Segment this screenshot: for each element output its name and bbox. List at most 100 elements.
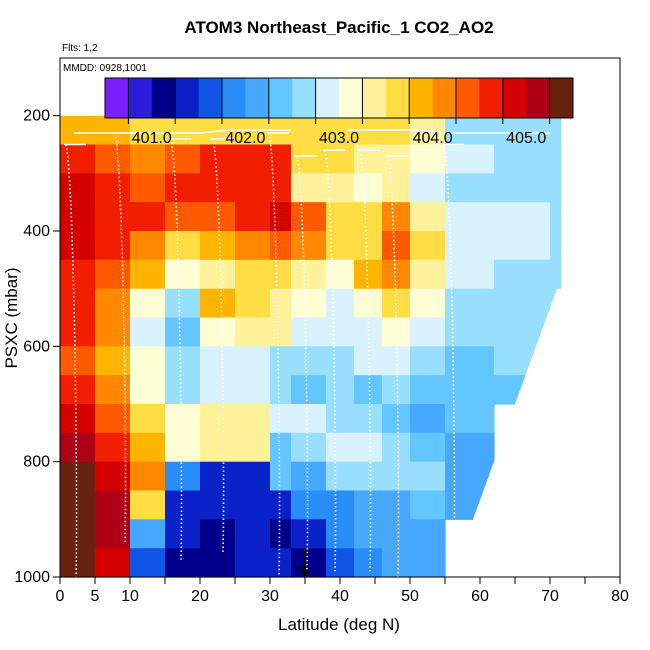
heatmap-cell <box>326 519 355 549</box>
heatmap-cell <box>445 375 495 405</box>
heatmap-cell <box>550 202 562 232</box>
heatmap-cell <box>235 404 271 434</box>
colorbar-segment <box>268 78 293 118</box>
heatmap-cell <box>354 173 383 203</box>
heatmap-cell <box>354 461 383 492</box>
heatmap-cell <box>130 259 166 290</box>
heatmap-cell <box>235 548 271 578</box>
heatmap-cell <box>130 202 166 232</box>
flight-high-leg <box>347 129 550 134</box>
colorbar-segment <box>339 78 363 118</box>
heatmap-cell <box>130 519 166 549</box>
heatmap-cell <box>291 432 327 463</box>
heatmap-cell <box>235 317 271 347</box>
heatmap-cell <box>270 173 292 203</box>
heatmap-cell <box>382 144 411 174</box>
heatmap-cell <box>326 173 355 203</box>
heatmap-cell <box>445 432 495 463</box>
heatmap-cell <box>200 375 236 405</box>
x-tick-label: 40 <box>331 588 349 605</box>
colorbar-segment <box>245 78 270 118</box>
heatmap-cell <box>354 259 383 290</box>
heatmap-cells <box>60 86 620 578</box>
heatmap-cell <box>291 317 327 347</box>
colorbar-segment <box>198 78 223 118</box>
heatmap-cell <box>60 202 96 232</box>
heatmap-cell <box>445 288 495 319</box>
heatmap-cell <box>326 231 355 261</box>
heatmap-cell <box>445 173 495 203</box>
heatmap-cell <box>445 115 495 146</box>
flights-label: Flts: 1,2 <box>62 43 98 54</box>
heatmap-cell <box>291 548 327 578</box>
heatmap-cell <box>354 404 383 434</box>
heatmap-cell <box>60 404 96 434</box>
heatmap-cell <box>410 317 446 347</box>
heatmap-cell <box>326 490 355 520</box>
date-label: MMDD: 0928,1001 <box>63 63 147 74</box>
flight-high-leg <box>74 129 291 134</box>
heatmap-cell <box>326 346 355 376</box>
heatmap-cell <box>165 231 201 261</box>
heatmap-cell <box>60 490 96 520</box>
heatmap-cell <box>60 346 96 376</box>
flight-profile <box>268 132 281 578</box>
heatmap-cell <box>130 317 166 347</box>
heatmap-cell <box>60 461 96 492</box>
heatmap-cell <box>410 259 446 290</box>
x-tick-label: 10 <box>121 588 139 605</box>
flight-profile <box>114 132 127 543</box>
heatmap-cell <box>382 231 411 261</box>
y-tick-label: 800 <box>23 454 50 471</box>
heatmap-cell <box>270 288 292 319</box>
heatmap-cell <box>382 461 411 492</box>
heatmap-cell <box>270 317 292 347</box>
heatmap-cell <box>165 115 201 146</box>
colorbar-segment <box>432 78 457 118</box>
heatmap-cell <box>410 231 446 261</box>
heatmap-cell <box>494 202 551 232</box>
heatmap-cell <box>382 259 411 290</box>
heatmap-cell <box>382 519 411 549</box>
heatmap-cell <box>494 144 551 174</box>
heatmap-cell <box>235 375 271 405</box>
heatmap-cell <box>445 404 495 434</box>
heatmap-cell <box>270 461 292 492</box>
heatmap-cell <box>410 173 446 203</box>
heatmap-cell <box>410 404 446 434</box>
heatmap-cell <box>200 404 236 434</box>
colorbar-segment <box>502 78 527 118</box>
colorbar-tick-label: 405.0 <box>506 130 546 147</box>
heatmap-cell <box>95 259 131 290</box>
heatmap-cell <box>494 173 551 203</box>
x-tick-label: 50 <box>401 588 419 605</box>
heatmap-cell <box>354 231 383 261</box>
heatmap-cell <box>494 288 551 319</box>
heatmap-cell <box>382 432 411 463</box>
heatmap-cell <box>291 490 327 520</box>
heatmap-cell <box>165 461 201 492</box>
marker-layer <box>299 548 311 579</box>
heatmap-cell <box>165 490 201 520</box>
heatmap-cell <box>326 375 355 405</box>
heatmap-cell <box>130 461 166 492</box>
colorbar-segment <box>128 78 153 118</box>
colorbar-segment <box>409 78 434 118</box>
colorbar-segment <box>479 78 504 118</box>
heatmap-cell <box>130 375 166 405</box>
heatmap-cell <box>130 288 166 319</box>
heatmap-cell <box>291 173 327 203</box>
heatmap-cell <box>200 432 236 463</box>
heatmap-cell <box>165 548 201 578</box>
flight-profile <box>443 144 456 572</box>
heatmap-cell <box>165 173 201 203</box>
y-tick-label: 600 <box>23 338 50 355</box>
heatmap-cell <box>200 288 236 319</box>
colorbar-segment <box>151 78 176 118</box>
x-axis-label: Latitude (deg N) <box>278 615 400 634</box>
heatmap-cell <box>410 490 446 520</box>
heatmap-cell <box>410 519 446 549</box>
heatmap-cell <box>200 259 236 290</box>
colorbar-tick-label: 401.0 <box>132 130 172 147</box>
heatmap-cell <box>291 259 327 290</box>
